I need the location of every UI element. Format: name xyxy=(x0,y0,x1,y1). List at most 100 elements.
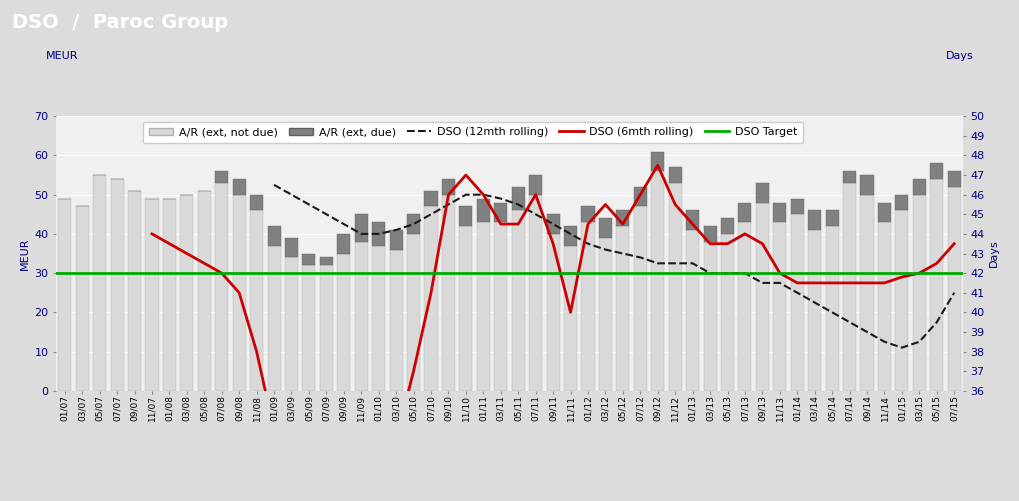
Bar xyxy=(896,210,909,391)
Bar xyxy=(232,195,246,391)
Bar xyxy=(303,254,316,265)
Bar xyxy=(686,210,699,230)
Bar xyxy=(268,226,280,245)
Bar xyxy=(808,210,821,230)
Bar xyxy=(355,214,368,242)
Bar xyxy=(791,198,804,214)
Bar xyxy=(529,195,542,391)
Bar xyxy=(93,175,106,391)
Bar xyxy=(825,226,839,391)
Bar xyxy=(337,254,351,391)
Bar xyxy=(215,171,228,183)
Text: MEUR: MEUR xyxy=(46,51,78,61)
Bar xyxy=(756,202,769,391)
Y-axis label: MEUR: MEUR xyxy=(20,237,31,270)
Text: Days: Days xyxy=(946,51,973,61)
Bar xyxy=(372,222,385,245)
Bar xyxy=(878,202,891,222)
Bar xyxy=(616,210,630,226)
Bar xyxy=(477,222,490,391)
Bar xyxy=(512,187,525,210)
Bar xyxy=(407,214,420,234)
Bar xyxy=(460,206,473,226)
Bar xyxy=(773,222,787,391)
Bar xyxy=(198,191,211,391)
Bar xyxy=(128,191,141,391)
Bar xyxy=(791,214,804,391)
Bar xyxy=(320,258,333,265)
Y-axis label: Days: Days xyxy=(989,239,999,268)
Text: DSO  /  Paroc Group: DSO / Paroc Group xyxy=(12,13,228,32)
Bar xyxy=(930,163,944,179)
Bar xyxy=(651,151,664,171)
Bar xyxy=(878,222,891,391)
Bar xyxy=(703,242,716,391)
Bar xyxy=(180,195,194,391)
Bar xyxy=(599,218,612,238)
Bar xyxy=(634,206,647,391)
Bar xyxy=(303,265,316,391)
Bar xyxy=(215,183,228,391)
Bar xyxy=(739,202,751,222)
Bar xyxy=(930,179,944,391)
Bar xyxy=(668,183,682,391)
Bar xyxy=(389,230,403,249)
Bar xyxy=(75,206,89,391)
Bar xyxy=(686,230,699,391)
Bar xyxy=(582,222,594,391)
Bar xyxy=(599,238,612,391)
Bar xyxy=(564,226,577,245)
Bar xyxy=(389,249,403,391)
Bar xyxy=(546,214,559,234)
Bar xyxy=(442,195,455,391)
Bar xyxy=(913,195,926,391)
Bar xyxy=(773,202,787,222)
Bar xyxy=(703,226,716,242)
Bar xyxy=(512,210,525,391)
Bar xyxy=(948,171,961,187)
Bar xyxy=(110,179,123,391)
Bar xyxy=(494,222,507,391)
Bar xyxy=(651,171,664,391)
Bar xyxy=(163,198,176,391)
Bar xyxy=(372,245,385,391)
Bar xyxy=(721,234,734,391)
Bar xyxy=(913,179,926,195)
Bar xyxy=(442,179,455,195)
Bar xyxy=(460,226,473,391)
Bar xyxy=(494,202,507,222)
Bar xyxy=(668,167,682,183)
Bar xyxy=(250,210,263,391)
Bar xyxy=(268,245,280,391)
Bar xyxy=(634,187,647,206)
Bar xyxy=(756,183,769,202)
Bar xyxy=(896,195,909,210)
Bar xyxy=(320,265,333,391)
Bar xyxy=(250,195,263,210)
Bar xyxy=(546,234,559,391)
Bar xyxy=(285,258,298,391)
Bar xyxy=(146,198,159,391)
Bar xyxy=(825,210,839,226)
Bar xyxy=(582,206,594,222)
Bar xyxy=(860,175,873,195)
Bar xyxy=(232,179,246,195)
Bar xyxy=(58,198,71,391)
Bar xyxy=(407,234,420,391)
Bar xyxy=(425,191,437,206)
Bar xyxy=(285,238,298,258)
Legend: A/R (ext, not due), A/R (ext, due), DSO (12mth rolling), DSO (6mth rolling), DSO: A/R (ext, not due), A/R (ext, due), DSO … xyxy=(144,122,803,143)
Bar xyxy=(808,230,821,391)
Bar xyxy=(564,245,577,391)
Bar xyxy=(616,226,630,391)
Bar xyxy=(843,183,856,391)
Bar xyxy=(948,187,961,391)
Bar xyxy=(860,195,873,391)
Bar xyxy=(843,171,856,183)
Bar xyxy=(529,175,542,195)
Bar xyxy=(337,234,351,254)
Bar xyxy=(355,242,368,391)
Bar xyxy=(739,222,751,391)
Bar xyxy=(425,206,437,391)
Bar xyxy=(721,218,734,234)
